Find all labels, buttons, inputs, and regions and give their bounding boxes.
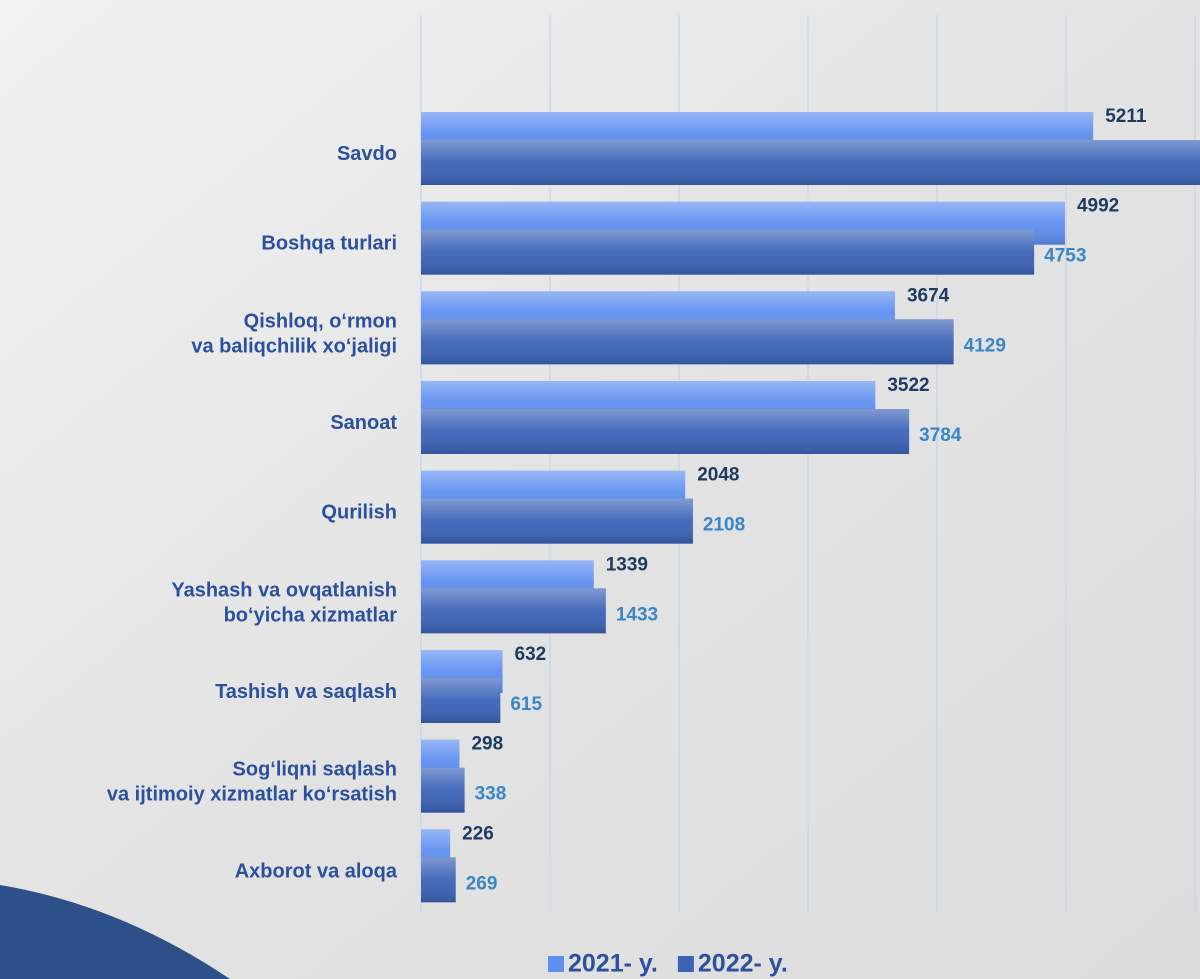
legend-swatch — [678, 956, 694, 972]
category-line: Boshqa turlari — [261, 233, 397, 255]
category-line: va ijtimoiy xizmatlar ko‘rsatish — [107, 784, 397, 806]
bar-shine — [421, 319, 954, 364]
category-label: Qurilish — [321, 502, 397, 524]
bar-shine — [421, 678, 500, 723]
category-label: Savdo — [337, 143, 397, 165]
category-line: bo‘yicha xizmatlar — [224, 605, 398, 627]
value-label: 4992 — [1077, 196, 1119, 217]
category-line: Savdo — [337, 143, 397, 165]
value-label: 269 — [466, 873, 498, 894]
bar-shine — [421, 588, 606, 633]
value-label: 1433 — [616, 604, 658, 625]
bar-shine — [421, 768, 465, 813]
value-label: 3674 — [907, 285, 950, 306]
value-label: 5211 — [1105, 106, 1147, 127]
value-label: 615 — [510, 694, 542, 715]
category-label: Axborot va aloqa — [235, 861, 398, 883]
value-label: 2108 — [703, 515, 745, 536]
value-label: 632 — [515, 644, 547, 665]
bar-shine — [421, 409, 909, 454]
category-line: va baliqchilik xo‘jaligi — [191, 336, 397, 358]
value-label: 3784 — [919, 425, 962, 446]
legend-label: 2022- y. — [698, 950, 788, 978]
value-label: 4129 — [964, 335, 1006, 356]
value-label: 338 — [475, 784, 507, 805]
category-line: Qurilish — [321, 502, 397, 524]
chart: Savdo 5211 Boshqa turlari 4992 4753 Qishloq, … — [0, 0, 1200, 979]
category-line: Tashish va saqlash — [215, 681, 397, 703]
value-label: 226 — [462, 823, 494, 844]
bar-shine — [421, 857, 456, 902]
value-label: 2048 — [697, 465, 739, 486]
category-line: Axborot va aloqa — [235, 861, 398, 883]
category-line: Sog‘liqni saqlash — [233, 759, 397, 781]
value-label: 3522 — [887, 375, 929, 396]
category-line: Yashash va ovqatlanish — [171, 580, 397, 602]
value-label: 1339 — [606, 554, 648, 575]
category-line: Sanoat — [330, 412, 397, 434]
value-label: 4753 — [1044, 246, 1086, 267]
category-label: Tashish va saqlash — [215, 681, 397, 703]
legend-label: 2021- y. — [568, 950, 658, 978]
category-line: Qishloq, o‘rmon — [244, 311, 397, 333]
bar-shine — [421, 140, 1200, 185]
legend-swatch — [548, 956, 564, 972]
value-label: 298 — [471, 734, 503, 755]
category-label: Boshqa turlari — [261, 233, 397, 255]
category-label: Sanoat — [330, 412, 397, 434]
bar-shine — [421, 230, 1034, 275]
bar-shine — [421, 499, 693, 544]
